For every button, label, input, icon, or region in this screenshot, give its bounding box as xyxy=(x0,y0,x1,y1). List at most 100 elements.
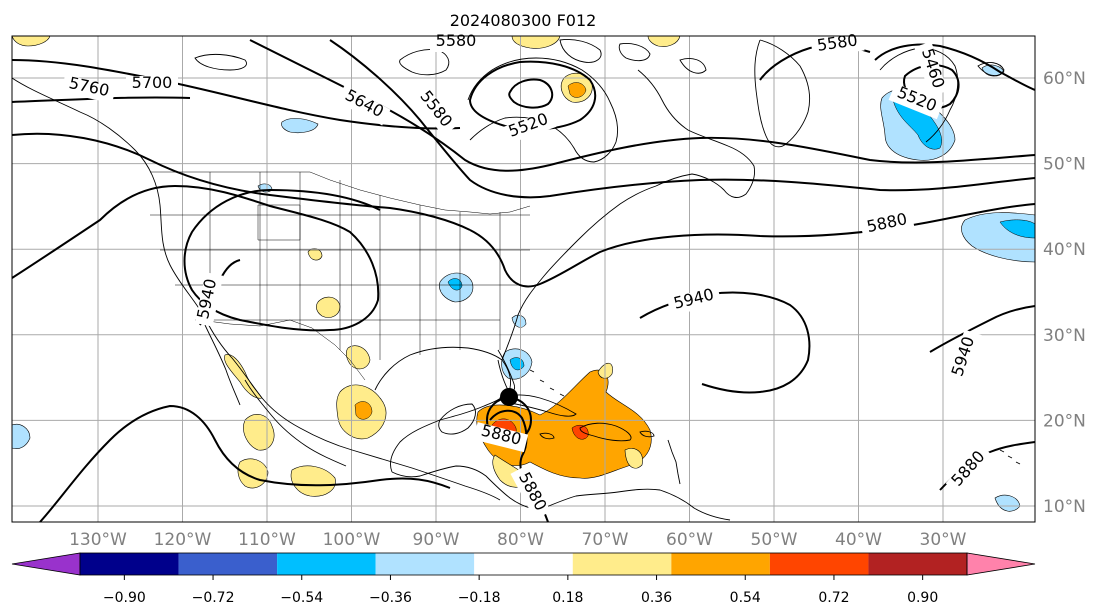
latitude-label: 50°N xyxy=(1043,155,1086,175)
longitude-label: 30°W xyxy=(920,530,967,550)
shade-arctic-yellow-2 xyxy=(647,35,681,47)
coast-greenland-east xyxy=(879,47,959,143)
coast-yucatan xyxy=(438,403,476,435)
coast-canada-atlantic xyxy=(637,69,755,198)
coast-pacific-northwest xyxy=(11,77,501,501)
latitude-labels: 10°N 20°N 30°N 40°N 50°N 60°N xyxy=(1043,69,1086,517)
border-us-mexico xyxy=(199,319,366,381)
colorbar-tick-label: −0.54 xyxy=(280,590,323,606)
shade-arctic-yellow-3 xyxy=(11,35,51,47)
colorbar-tick-label: 0.36 xyxy=(641,590,672,606)
colorbar-extend-high xyxy=(966,552,1036,576)
coast-iceland xyxy=(977,62,1005,76)
chart-title: 2024080300 F012 xyxy=(450,11,597,30)
map-panel: 5760 5700 5640 5580 5580 5580 5520 5460 … xyxy=(11,30,1036,523)
contour-line-5820 xyxy=(11,132,471,231)
shade-ohio-blue xyxy=(447,278,463,291)
longitude-label: 110°W xyxy=(238,530,296,550)
longitude-label: 70°W xyxy=(582,530,629,550)
coast-cuba xyxy=(499,394,577,417)
colorbar-segment xyxy=(572,553,672,575)
contour-line-5520-low xyxy=(468,60,597,131)
colorbar-segment xyxy=(80,553,179,575)
colorbar-segment xyxy=(671,553,770,575)
coast-arctic-5 xyxy=(679,58,707,74)
coast-lesser-antilles xyxy=(667,439,681,485)
colorbar-tick-labels: −0.90 −0.72 −0.54 −0.36 −0.18 0.18 0.36 0.54 0.7… xyxy=(103,575,938,606)
contour-line-5880-main xyxy=(11,184,381,332)
contour-line-5880-atlantic xyxy=(469,203,1036,288)
coast-arctic-4 xyxy=(194,53,247,71)
longitude-label: 100°W xyxy=(323,530,381,550)
colorbar-extend-low xyxy=(11,552,81,576)
shade-pacific-lightblue xyxy=(11,423,31,449)
colorbar-segment xyxy=(474,553,573,575)
longitude-label: 120°W xyxy=(154,530,212,550)
coast-cape-verde xyxy=(999,449,1021,465)
colorbar-tick-label: −0.36 xyxy=(369,590,412,606)
coast-jamaica xyxy=(539,432,555,440)
longitude-label: 90°W xyxy=(413,530,460,550)
longitude-label: 50°W xyxy=(751,530,798,550)
colorbar-segment xyxy=(769,553,869,575)
latitude-label: 20°N xyxy=(1043,411,1086,431)
latitude-label: 60°N xyxy=(1043,69,1086,89)
latitude-label: 30°N xyxy=(1043,326,1086,346)
coast-arctic-1 xyxy=(399,49,450,76)
graticule xyxy=(12,36,1035,522)
coast-puerto-rico xyxy=(639,430,655,438)
contour-line-5460-low xyxy=(508,78,554,109)
coast-us-east xyxy=(501,185,657,361)
coast-arctic-3 xyxy=(618,43,651,62)
shade-texas-yellow xyxy=(316,296,341,318)
contour-label-5700: 5700 xyxy=(132,73,173,92)
colorbar-segment xyxy=(375,553,475,575)
contour-label-5580-north: 5580 xyxy=(436,31,477,50)
shade-bc-lightblue xyxy=(281,118,319,134)
latitude-label: 40°N xyxy=(1043,240,1086,260)
longitude-label: 130°W xyxy=(69,530,127,550)
colorbar-tick-label: −0.18 xyxy=(458,590,501,606)
shade-caribbean-red-2 xyxy=(571,425,589,440)
map-frame xyxy=(11,35,1036,523)
shade-mexico-yellow-4 xyxy=(290,465,336,497)
shade-arctic-yellow-1 xyxy=(511,35,561,49)
colorbar-segment xyxy=(277,553,376,575)
coast-central-america xyxy=(391,465,539,511)
longitude-label: 40°W xyxy=(835,530,882,550)
colorbar-tick-label: 0.72 xyxy=(818,590,849,606)
shade-hudson-orange xyxy=(567,82,587,98)
contour-line-5880-pacific xyxy=(39,404,451,523)
coast-hispaniola xyxy=(579,422,632,442)
longitude-label: 60°W xyxy=(666,530,713,550)
colorbar-segment xyxy=(868,553,967,575)
colorbar: −0.90 −0.72 −0.54 −0.36 −0.18 0.18 0.36 0.54 0.7… xyxy=(11,552,1036,606)
coast-baja xyxy=(204,324,241,406)
coast-gulf xyxy=(374,346,511,473)
colorbar-tick-label: 0.90 xyxy=(907,590,938,606)
longitude-label: 80°W xyxy=(497,530,544,550)
colorbar-tick-label: 0.54 xyxy=(730,590,761,606)
colorbar-outline xyxy=(79,552,968,576)
shade-caribbean-yellow-east xyxy=(624,448,643,469)
states-grid xyxy=(150,172,530,360)
contour-line-5580-arctic xyxy=(329,39,1036,199)
coast-mexico-west xyxy=(244,379,347,467)
longitude-labels: 130°W 120°W 110°W 100°W 90°W 80°W 70°W 60°W 50°W… xyxy=(69,530,967,550)
coast-south-america xyxy=(537,488,731,521)
coast-bahamas xyxy=(529,369,565,397)
contour-line-5520-greenland xyxy=(874,43,1036,91)
shade-mexico-orange-1 xyxy=(354,401,373,420)
contour-line-5760 xyxy=(11,59,461,130)
latitude-label: 10°N xyxy=(1043,497,1086,517)
colorbar-tick-label: −0.72 xyxy=(192,590,235,606)
coastlines xyxy=(11,39,1021,521)
shade-mexico-yellow-2 xyxy=(243,414,275,451)
colorbar-segments xyxy=(11,552,1036,576)
colorbar-tick-label: 0.18 xyxy=(552,590,583,606)
political-borders xyxy=(150,171,531,381)
contour-line-5940-east xyxy=(929,305,1036,353)
colorbar-segment xyxy=(178,553,278,575)
